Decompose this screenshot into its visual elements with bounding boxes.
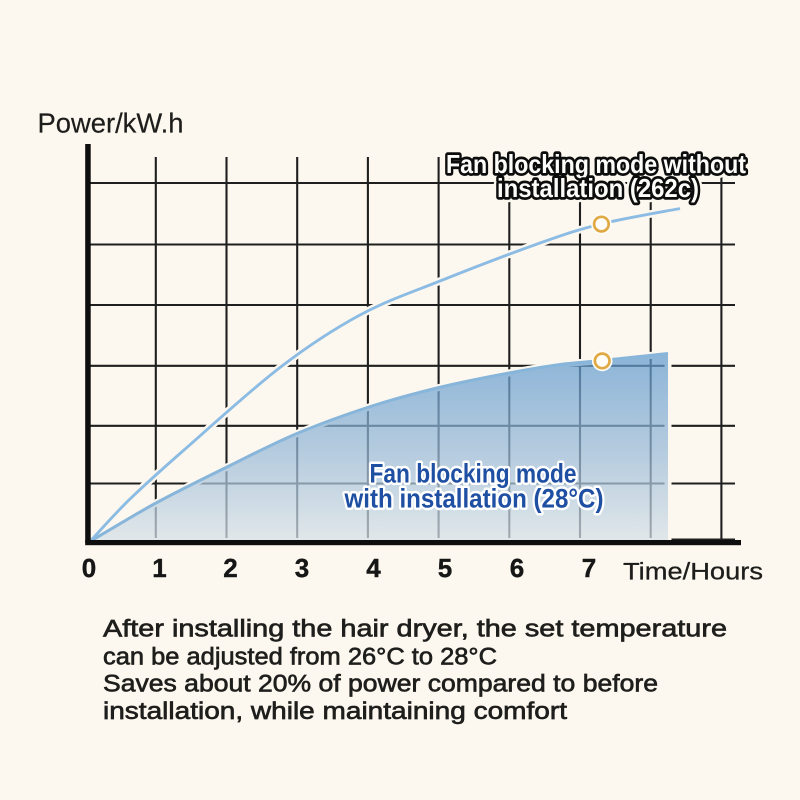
svg-text:Fan blocking mode: Fan blocking mode	[370, 459, 577, 489]
svg-text:4: 4	[366, 553, 381, 583]
svg-text:3: 3	[295, 553, 309, 583]
svg-text:installation, while maintainin: installation, while maintaining comfort	[103, 698, 567, 725]
svg-text:Time/Hours: Time/Hours	[623, 559, 763, 586]
svg-text:installation (262c): installation (262c)	[497, 173, 699, 203]
svg-text:Saves about 20% of power compa: Saves about 20% of power compared to bef…	[103, 671, 658, 698]
svg-text:0: 0	[82, 553, 96, 583]
svg-text:installation (262c): installation (262c)	[497, 173, 699, 203]
svg-text:5: 5	[438, 553, 452, 583]
svg-text:After installing the hair drye: After installing the hair dryer, the set…	[103, 615, 727, 642]
svg-text:2: 2	[223, 553, 237, 583]
svg-text:1: 1	[152, 553, 166, 583]
svg-text:7: 7	[582, 553, 596, 583]
svg-text:6: 6	[510, 553, 524, 583]
svg-text:can be adjusted from 26°C to 2: can be adjusted from 26°C to 28°C	[103, 643, 497, 670]
svg-text:Fan blocking mode without: Fan blocking mode without	[446, 149, 746, 179]
svg-text:with installation (28°C): with installation (28°C)	[344, 484, 604, 514]
svg-text:Power/kW.h: Power/kW.h	[38, 108, 184, 139]
svg-text:Fan blocking mode without: Fan blocking mode without	[446, 149, 746, 179]
